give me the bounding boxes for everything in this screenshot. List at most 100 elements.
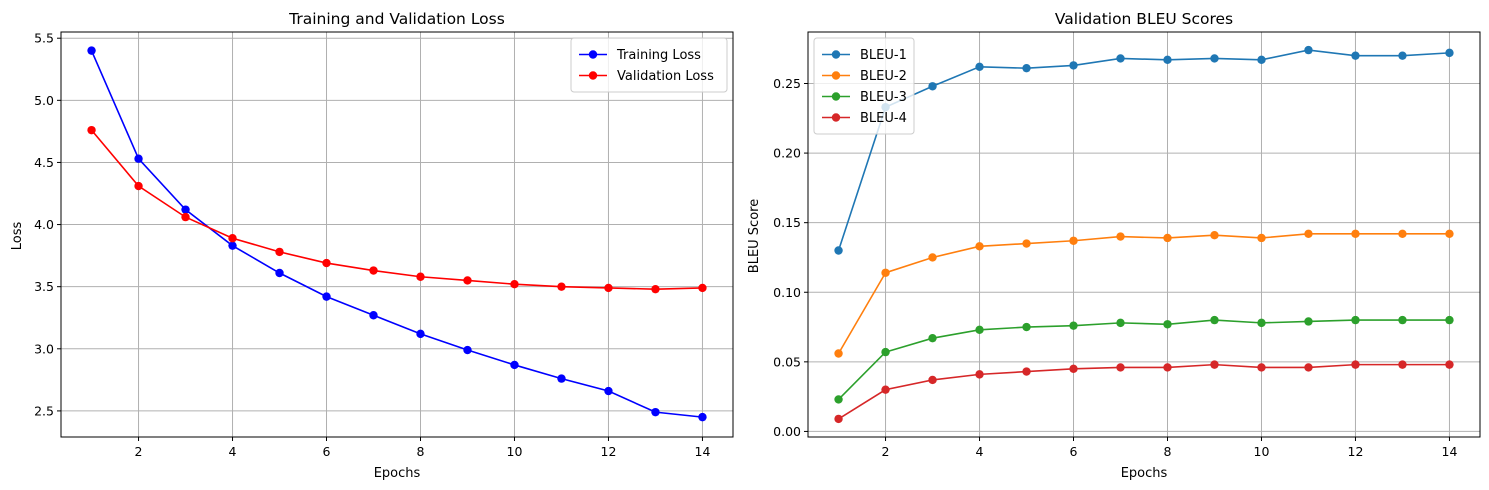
bleu-point-bleu-4 [1210, 360, 1219, 369]
bleu-chart-panel: Validation BLEU Scores Epochs BLEU Score… [747, 10, 1481, 481]
bleu-xtick-label: 12 [1348, 444, 1364, 459]
bleu-legend-label: BLEU-3 [860, 90, 907, 105]
bleu-chart-ylabel: BLEU Score [747, 199, 762, 273]
bleu-point-bleu-4 [1445, 360, 1454, 369]
bleu-ytick-label: 0.05 [773, 354, 801, 369]
loss-point-training-loss [463, 345, 472, 355]
bleu-series-bleu-4 [834, 360, 1454, 424]
loss-point-validation-loss [416, 272, 425, 281]
bleu-point-bleu-3 [1445, 315, 1454, 325]
loss-xtick-label: 4 [229, 444, 237, 459]
loss-grid [61, 32, 733, 437]
bleu-ytick-label: 0.15 [773, 215, 801, 230]
loss-point-training-loss [698, 412, 707, 422]
bleu-xtick-label: 14 [1442, 444, 1458, 459]
loss-point-training-loss [322, 292, 331, 301]
bleu-point-bleu-4 [881, 385, 890, 394]
bleu-point-bleu-3 [928, 333, 937, 343]
bleu-point-bleu-2 [1163, 233, 1172, 243]
loss-point-validation-loss [87, 125, 96, 135]
bleu-point-bleu-3 [1351, 315, 1360, 325]
bleu-point-bleu-1 [1116, 54, 1125, 63]
loss-xtick-label: 14 [695, 444, 711, 459]
bleu-legend-label: BLEU-4 [860, 111, 907, 126]
bleu-series-bleu-1 [834, 45, 1454, 255]
bleu-axes-frame [807, 31, 1481, 438]
bleu-series-bleu-2 [834, 229, 1454, 358]
bleu-point-bleu-4 [1116, 363, 1125, 372]
bleu-point-bleu-3 [1304, 317, 1313, 326]
bleu-line-bleu-1 [837, 49, 1450, 251]
bleu-point-bleu-3 [1257, 318, 1266, 328]
loss-legend-swatch-marker [588, 71, 598, 80]
bleu-legend-swatch-marker [831, 113, 841, 122]
bleu-point-bleu-2 [834, 349, 843, 358]
bleu-point-bleu-1 [834, 246, 843, 255]
bleu-line-bleu-3 [837, 319, 1450, 400]
loss-line-validation-loss [90, 129, 703, 290]
loss-point-training-loss [134, 154, 143, 163]
loss-point-validation-loss [651, 284, 660, 294]
bleu-point-bleu-4 [1163, 363, 1172, 372]
bleu-point-bleu-2 [1210, 230, 1219, 240]
bleu-legend-label: BLEU-2 [860, 69, 907, 84]
bleu-point-bleu-2 [1398, 229, 1407, 239]
bleu-point-bleu-3 [1398, 315, 1407, 325]
bleu-ytick-label: 0.10 [773, 285, 801, 300]
bleu-point-bleu-1 [1163, 55, 1172, 65]
bleu-legend-swatch-marker [831, 71, 841, 80]
bleu-point-bleu-1 [1257, 55, 1266, 65]
loss-ytick-label: 3.5 [34, 279, 54, 294]
loss-point-training-loss [557, 374, 566, 383]
loss-legend-swatch-marker [588, 50, 598, 59]
loss-legend-box [570, 37, 728, 93]
bleu-point-bleu-2 [881, 268, 890, 277]
loss-legend: Training Loss Validation Loss [570, 37, 728, 93]
loss-chart-ylabel: Loss [10, 222, 25, 251]
bleu-point-bleu-4 [1069, 364, 1078, 374]
loss-point-validation-loss [557, 282, 566, 291]
loss-xtick-label: 12 [601, 444, 617, 459]
loss-point-training-loss [416, 329, 425, 339]
loss-xtick-label: 8 [417, 444, 425, 459]
bleu-chart-title: Validation BLEU Scores [1055, 10, 1233, 28]
loss-legend-label: Training Loss [616, 48, 701, 63]
loss-ytick-label: 3.0 [34, 341, 54, 356]
bleu-point-bleu-3 [1116, 318, 1125, 328]
loss-ytick-label: 5.5 [34, 31, 54, 46]
bleu-point-bleu-1 [928, 82, 937, 91]
bleu-legend-box [813, 37, 915, 135]
bleu-point-bleu-3 [1163, 320, 1172, 329]
loss-point-validation-loss [698, 283, 707, 293]
loss-xtick-label: 6 [323, 444, 331, 459]
bleu-xtick-label: 10 [1254, 444, 1270, 459]
bleu-point-bleu-2 [975, 242, 984, 251]
bleu-legend-swatch-marker [831, 92, 841, 101]
bleu-point-bleu-2 [1116, 232, 1125, 241]
loss-point-training-loss [87, 46, 96, 55]
loss-point-validation-loss [228, 234, 237, 243]
bleu-point-bleu-4 [928, 375, 937, 385]
bleu-line-bleu-2 [837, 233, 1450, 354]
bleu-point-bleu-4 [1351, 360, 1360, 369]
bleu-ytick-label: 0.20 [773, 146, 801, 161]
bleu-point-bleu-2 [928, 253, 937, 262]
bleu-point-bleu-2 [1304, 229, 1313, 239]
bleu-chart-xlabel: Epochs [1121, 466, 1168, 481]
loss-ytick-label: 4.5 [34, 155, 54, 170]
loss-chart-panel: Training and Validation Loss Epochs Loss… [10, 10, 734, 481]
loss-point-training-loss [604, 386, 613, 396]
loss-ytick-label: 5.0 [34, 93, 54, 108]
bleu-point-bleu-1 [975, 62, 984, 71]
bleu-xtick-label: 8 [1164, 444, 1172, 459]
bleu-point-bleu-4 [834, 414, 843, 424]
loss-point-training-loss [275, 268, 284, 278]
loss-point-validation-loss [463, 276, 472, 285]
bleu-xtick-label: 6 [1070, 444, 1078, 459]
bleu-point-bleu-3 [881, 347, 890, 357]
bleu-point-bleu-2 [1257, 233, 1266, 243]
loss-chart-xlabel: Epochs [374, 466, 421, 481]
bleu-point-bleu-1 [1398, 51, 1407, 60]
loss-point-validation-loss [134, 181, 143, 191]
